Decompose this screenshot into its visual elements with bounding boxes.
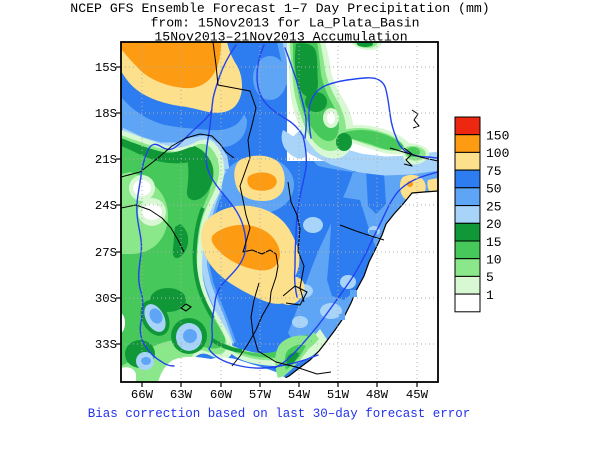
svg-text:48W: 48W: [366, 388, 389, 402]
svg-text:33S: 33S: [95, 338, 117, 352]
svg-text:15: 15: [486, 235, 502, 250]
svg-text:63W: 63W: [170, 388, 193, 402]
svg-text:150: 150: [486, 129, 509, 144]
svg-text:5: 5: [486, 270, 494, 285]
svg-text:NCEP GFS Ensemble Forecast 1–7: NCEP GFS Ensemble Forecast 1–7 Day Preci…: [70, 1, 489, 16]
svg-text:20: 20: [486, 217, 502, 232]
svg-text:50: 50: [486, 182, 502, 197]
svg-text:75: 75: [486, 164, 502, 179]
svg-text:24S: 24S: [95, 199, 117, 213]
svg-text:51W: 51W: [327, 388, 350, 402]
svg-text:57W: 57W: [249, 388, 272, 402]
svg-text:from: 15Nov2013 for La_Plata_: from: 15Nov2013 for La_Plata_Basin: [150, 16, 419, 31]
svg-text:21S: 21S: [95, 153, 117, 167]
svg-text:60W: 60W: [210, 388, 233, 402]
svg-text:15Nov2013–21Nov2013 Accumulati: 15Nov2013–21Nov2013 Accumulation: [154, 30, 407, 45]
svg-text:Bias correction based on last: Bias correction based on last 30–day for…: [88, 407, 471, 421]
svg-text:18S: 18S: [95, 107, 117, 121]
svg-text:100: 100: [486, 146, 509, 161]
svg-text:30S: 30S: [95, 292, 117, 306]
svg-text:66W: 66W: [131, 388, 154, 402]
svg-text:1: 1: [486, 288, 494, 303]
svg-text:25: 25: [486, 199, 502, 214]
svg-text:45W: 45W: [406, 388, 429, 402]
svg-text:27S: 27S: [95, 246, 117, 260]
svg-text:15S: 15S: [95, 61, 117, 75]
svg-text:10: 10: [486, 253, 502, 268]
svg-text:54W: 54W: [288, 388, 311, 402]
